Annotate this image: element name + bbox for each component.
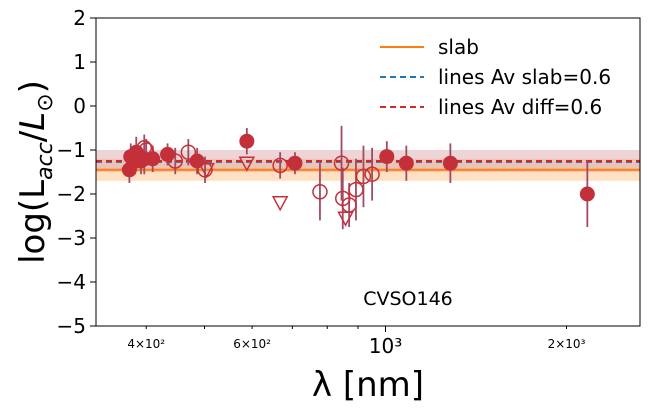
x-axis-label: λ [nm] <box>312 365 424 405</box>
reference-lines <box>96 160 640 171</box>
data-point-upper-limit <box>238 156 256 172</box>
data-point-filled <box>239 133 255 149</box>
y-tick-label: 2 <box>73 6 86 30</box>
data-point-filled <box>398 155 414 171</box>
star-name-annotation: CVSO146 <box>363 288 453 310</box>
axis-ticks: 2 1 0 −1 −2 −3 −4 −5 10³ 4×10² 6×10² 2×10³ <box>57 6 586 358</box>
data-point-open <box>167 153 183 169</box>
y-tick-label: −2 <box>57 182 86 206</box>
x-minor-tick-label: 2×10³ <box>548 337 586 351</box>
data-point-upper-limit <box>271 196 289 212</box>
legend-label: lines Av diff=0.6 <box>438 95 602 119</box>
data-point-open <box>197 162 213 178</box>
plot-area-frame <box>95 17 641 327</box>
legend: slab lines Av slab=0.6 lines Av diff=0.6 <box>380 35 611 119</box>
data-point-filled <box>379 149 395 165</box>
data-point-open <box>136 140 153 156</box>
x-major-tick-label: 10³ <box>369 334 402 358</box>
y-axis-label: log(Lacc/L⊙) <box>13 80 58 264</box>
data-point-open <box>364 166 380 182</box>
x-minor-tick-label: 4×10² <box>127 337 165 351</box>
x-minor-tick-label: 6×10² <box>233 337 271 351</box>
data-markers <box>121 133 595 227</box>
data-point-filled <box>189 153 205 169</box>
y-tick-label: −5 <box>57 314 86 338</box>
y-tick-label: −4 <box>57 270 86 294</box>
y-tick-label: −3 <box>57 226 86 250</box>
data-point-open <box>138 142 154 158</box>
y-tick-label: 1 <box>73 50 86 74</box>
data-point-open <box>312 184 328 200</box>
data-point-upper-limit <box>198 163 215 179</box>
data-point-upper-limit <box>337 211 354 227</box>
data-point-filled <box>442 155 458 171</box>
data-point-filled <box>579 186 595 202</box>
data-point-open <box>180 144 197 160</box>
y-tick-label: −1 <box>57 138 86 162</box>
data-point-open <box>333 155 350 171</box>
data-point-open <box>127 153 143 169</box>
legend-label: slab <box>438 35 479 59</box>
y-tick-label: 0 <box>73 94 86 118</box>
data-point-filled <box>287 155 303 171</box>
data-point-open <box>348 181 364 198</box>
legend-label: lines Av slab=0.6 <box>438 65 611 89</box>
data-point-open <box>272 157 288 174</box>
data-point-open <box>355 168 372 185</box>
